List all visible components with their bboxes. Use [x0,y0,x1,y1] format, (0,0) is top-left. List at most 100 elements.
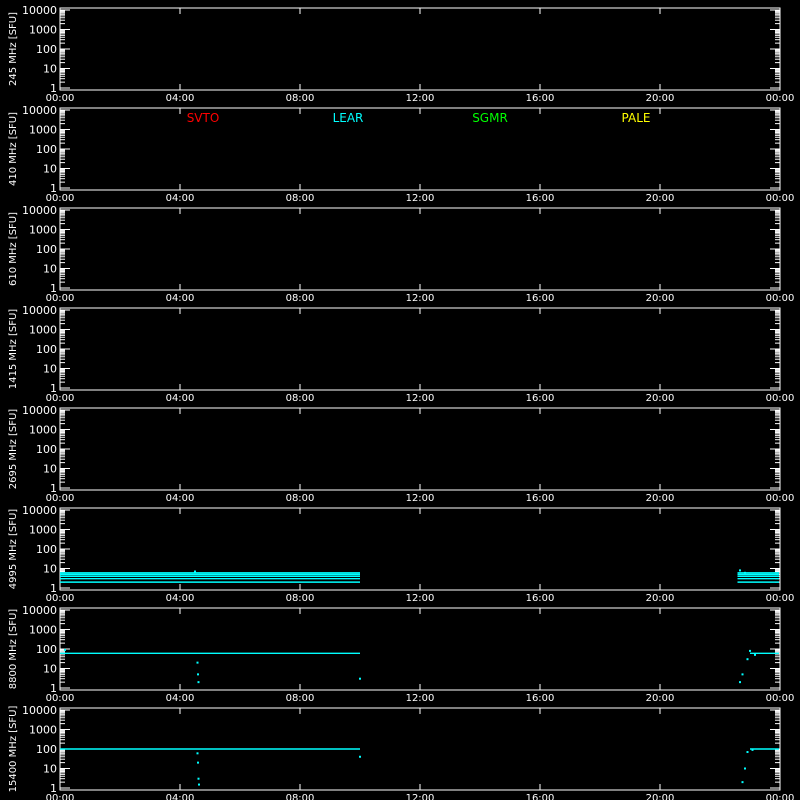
x-tick-label: 12:00 [406,693,435,704]
panel-frame [59,207,781,291]
x-tick-label: 20:00 [646,93,675,104]
y-tick-label: 1000 [29,224,57,237]
x-tick-label: 08:00 [286,693,315,704]
y-tick-label: 10 [43,163,57,176]
x-tick-label: 12:00 [406,193,435,204]
x-tick-label: 00:00 [766,393,795,404]
data-point [359,755,361,758]
data-point [744,571,746,574]
data-point [64,648,66,651]
x-tick-label: 08:00 [286,93,315,104]
panel-frame [59,407,781,491]
x-tick-label: 00:00 [766,793,795,800]
panel-frame [59,7,781,91]
y-axis-label: 2695 MHz [SFU] [8,409,19,490]
data-point [197,761,199,764]
x-tick-label: 08:00 [286,393,315,404]
y-tick-label: 10 [43,63,57,76]
x-tick-label: 00:00 [766,93,795,104]
x-tick-label: 08:00 [286,293,315,304]
y-axis-label: 4995 MHz [SFU] [8,509,19,590]
panel-frame [59,107,781,191]
panel-frame [59,607,781,691]
x-tick-label: 00:00 [46,93,75,104]
y-tick-label: 1000 [29,324,57,337]
y-tick-label: 10 [43,763,57,776]
y-tick-label: 1000 [29,524,57,537]
y-axis-label: 8800 MHz [SFU] [8,609,19,690]
y-tick-label: 10000 [22,704,57,717]
x-tick-label: 00:00 [766,593,795,604]
data-point [754,653,756,656]
data-point [739,681,741,684]
x-tick-label: 12:00 [406,393,435,404]
y-tick-label: 100 [36,443,57,456]
y-tick-label: 1 [50,282,57,295]
x-tick-label: 16:00 [526,593,555,604]
x-tick-label: 12:00 [406,93,435,104]
y-tick-label: 10000 [22,504,57,517]
x-tick-label: 04:00 [166,93,195,104]
x-tick-label: 20:00 [646,793,675,800]
x-tick-label: 04:00 [166,193,195,204]
y-axis-label: 1415 MHz [SFU] [8,309,19,390]
y-tick-label: 1 [50,782,57,795]
x-tick-label: 08:00 [286,193,315,204]
y-tick-label: 1 [50,382,57,395]
y-tick-label: 10 [43,663,57,676]
y-tick-label: 100 [36,143,57,156]
panel-frame [59,507,781,591]
x-tick-label: 16:00 [526,693,555,704]
x-tick-label: 16:00 [526,493,555,504]
x-tick-label: 16:00 [526,393,555,404]
legend-entry: SVTO [187,111,220,125]
y-tick-label: 10 [43,563,57,576]
x-tick-label: 08:00 [286,593,315,604]
y-tick-label: 1000 [29,624,57,637]
y-axis-label: 610 MHz [SFU] [8,212,19,286]
y-tick-label: 10 [43,363,57,376]
data-point [359,677,361,680]
x-tick-label: 04:00 [166,493,195,504]
data-point [198,783,200,786]
x-tick-label: 00:00 [766,293,795,304]
y-tick-label: 100 [36,643,57,656]
y-tick-label: 100 [36,543,57,556]
x-tick-label: 00:00 [46,593,75,604]
y-tick-label: 10000 [22,404,57,417]
y-axis-label: 245 MHz [SFU] [8,12,19,86]
y-tick-label: 1000 [29,724,57,737]
x-tick-label: 20:00 [646,193,675,204]
x-tick-label: 20:00 [646,293,675,304]
y-tick-label: 100 [36,43,57,56]
x-tick-label: 16:00 [526,193,555,204]
y-tick-label: 10000 [22,204,57,217]
y-axis-label: 15400 MHz [SFU] [8,706,19,793]
legend-entry: LEAR [333,111,364,125]
data-point [197,777,200,780]
y-tick-label: 1 [50,182,57,195]
data-point [751,748,754,751]
y-axis-label: 410 MHz [SFU] [8,112,19,186]
y-tick-label: 1 [50,582,57,595]
y-tick-label: 10000 [22,4,57,17]
x-tick-label: 16:00 [526,293,555,304]
data-point [749,649,751,652]
x-tick-label: 00:00 [766,493,795,504]
x-tick-label: 00:00 [46,393,75,404]
x-tick-label: 12:00 [406,793,435,800]
y-tick-label: 100 [36,743,57,756]
panel-frame [59,307,781,391]
x-tick-label: 08:00 [286,493,315,504]
x-tick-label: 04:00 [166,693,195,704]
x-tick-label: 12:00 [406,593,435,604]
legend-entry: SGMR [472,111,508,125]
data-point [197,681,200,684]
x-tick-label: 00:00 [766,693,795,704]
x-tick-label: 12:00 [406,493,435,504]
legend-entry: PALE [622,111,651,125]
data-point [746,751,749,754]
x-tick-label: 20:00 [646,493,675,504]
x-tick-label: 00:00 [766,193,795,204]
